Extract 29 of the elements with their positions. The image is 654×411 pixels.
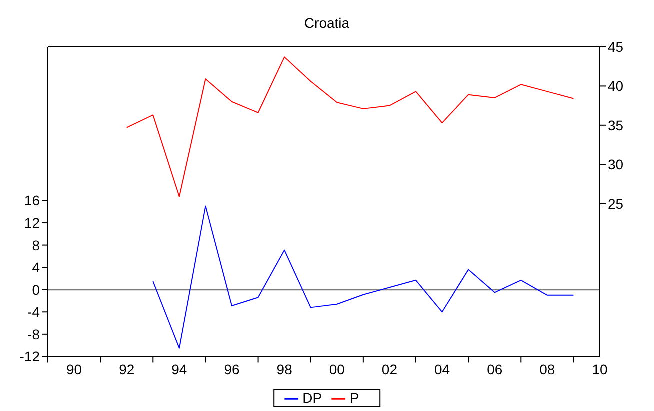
y-tick-label: 4: [32, 260, 40, 276]
y2-tick-label: 45: [608, 38, 624, 55]
y-tick-label: -8: [28, 326, 40, 342]
y-tick-label: -12: [20, 348, 40, 365]
y-tick-label: -4: [28, 304, 40, 320]
x-tick-label: 04: [434, 362, 450, 378]
y-tick-label: 12: [24, 214, 40, 231]
x-tick-label: 02: [382, 362, 398, 378]
y-tick-label: 8: [32, 237, 40, 254]
y2-tick-label: 35: [608, 117, 624, 134]
x-tick-label: 94: [172, 362, 188, 378]
x-tick-label: 92: [119, 362, 135, 378]
x-tick-label: 98: [276, 362, 293, 378]
y-tick-label: 16: [24, 192, 40, 209]
y-tick-label: 0: [32, 282, 40, 298]
y2-tick-label: 25: [608, 196, 624, 212]
x-tick-label: 96: [224, 362, 240, 378]
x-tick-label: 08: [540, 362, 556, 378]
line-series: [126, 56, 574, 198]
y2-tick-label: 40: [608, 78, 624, 94]
legend-label: DP: [302, 390, 322, 406]
legend-label: P: [350, 390, 360, 406]
x-tick-label: 06: [487, 362, 503, 378]
line-series: [152, 206, 574, 349]
x-tick-label: 00: [329, 362, 346, 378]
x-tick-label: 90: [66, 362, 82, 378]
chart-title: Croatia: [303, 14, 351, 33]
x-tick-label: 10: [592, 362, 608, 378]
y2-tick-label: 30: [608, 156, 624, 173]
